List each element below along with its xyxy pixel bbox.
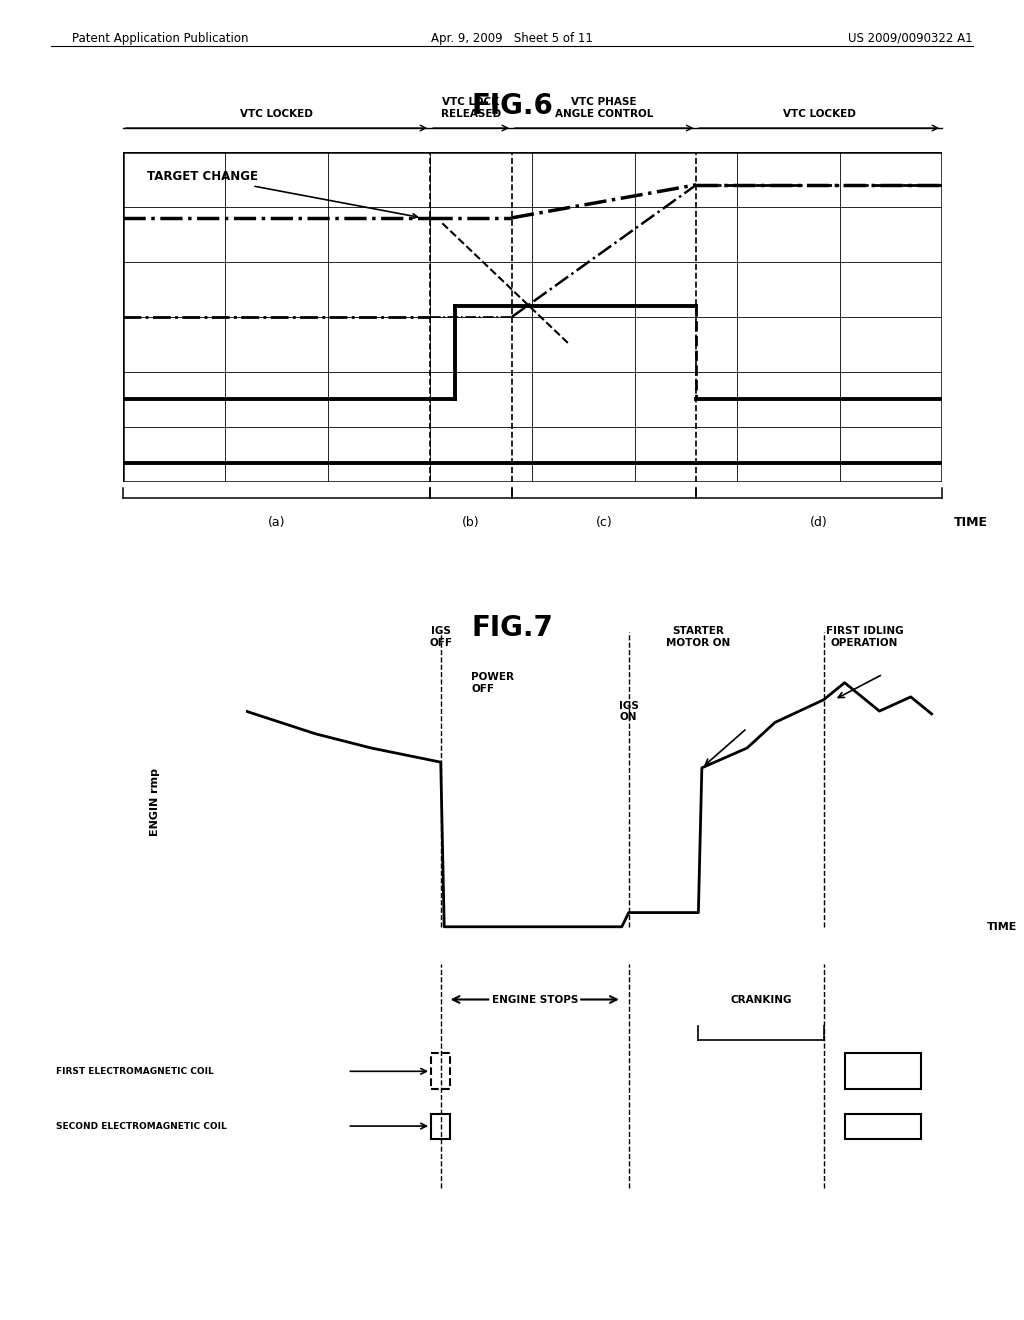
Text: VTC PHASE
ANGLE CONTROL: VTC PHASE ANGLE CONTROL <box>555 98 653 119</box>
Text: IGS
ON: IGS ON <box>618 701 639 722</box>
Text: (a): (a) <box>267 516 286 529</box>
Bar <box>431 1053 451 1089</box>
Text: IGS
OFF: IGS OFF <box>429 626 453 648</box>
Text: VTC LOCKED: VTC LOCKED <box>782 108 856 119</box>
Bar <box>431 1114 451 1139</box>
Text: SECOND ELECTROMAGNETIC COIL: SECOND ELECTROMAGNETIC COIL <box>56 1122 227 1130</box>
Text: (c): (c) <box>596 516 612 529</box>
Text: TIME: TIME <box>954 516 988 529</box>
Text: VTC LOCK
RELEASED: VTC LOCK RELEASED <box>441 98 501 119</box>
Text: STARTER
MOTOR ON: STARTER MOTOR ON <box>667 626 730 648</box>
Text: FIRST ELECTROMAGNETIC COIL: FIRST ELECTROMAGNETIC COIL <box>56 1067 214 1076</box>
Bar <box>845 1114 922 1139</box>
Text: TIME: TIME <box>987 921 1018 932</box>
Text: Apr. 9, 2009   Sheet 5 of 11: Apr. 9, 2009 Sheet 5 of 11 <box>431 32 593 45</box>
Text: ENGINE STOPS: ENGINE STOPS <box>492 994 578 1005</box>
Text: (b): (b) <box>462 516 480 529</box>
Text: FIRST IDLING
OPERATION: FIRST IDLING OPERATION <box>825 626 903 648</box>
Bar <box>845 1053 922 1089</box>
Text: Patent Application Publication: Patent Application Publication <box>72 32 248 45</box>
Text: FIG.6: FIG.6 <box>471 92 553 120</box>
Text: FIG.7: FIG.7 <box>471 614 553 642</box>
Text: POWER
OFF: POWER OFF <box>471 672 514 694</box>
Text: VTC LOCKED: VTC LOCKED <box>240 108 313 119</box>
Text: TARGET CHANGE: TARGET CHANGE <box>147 170 418 218</box>
Text: US 2009/0090322 A1: US 2009/0090322 A1 <box>848 32 973 45</box>
Text: CRANKING: CRANKING <box>730 994 792 1005</box>
Text: (d): (d) <box>810 516 828 529</box>
Text: ENGIN rmp: ENGIN rmp <box>151 768 160 836</box>
